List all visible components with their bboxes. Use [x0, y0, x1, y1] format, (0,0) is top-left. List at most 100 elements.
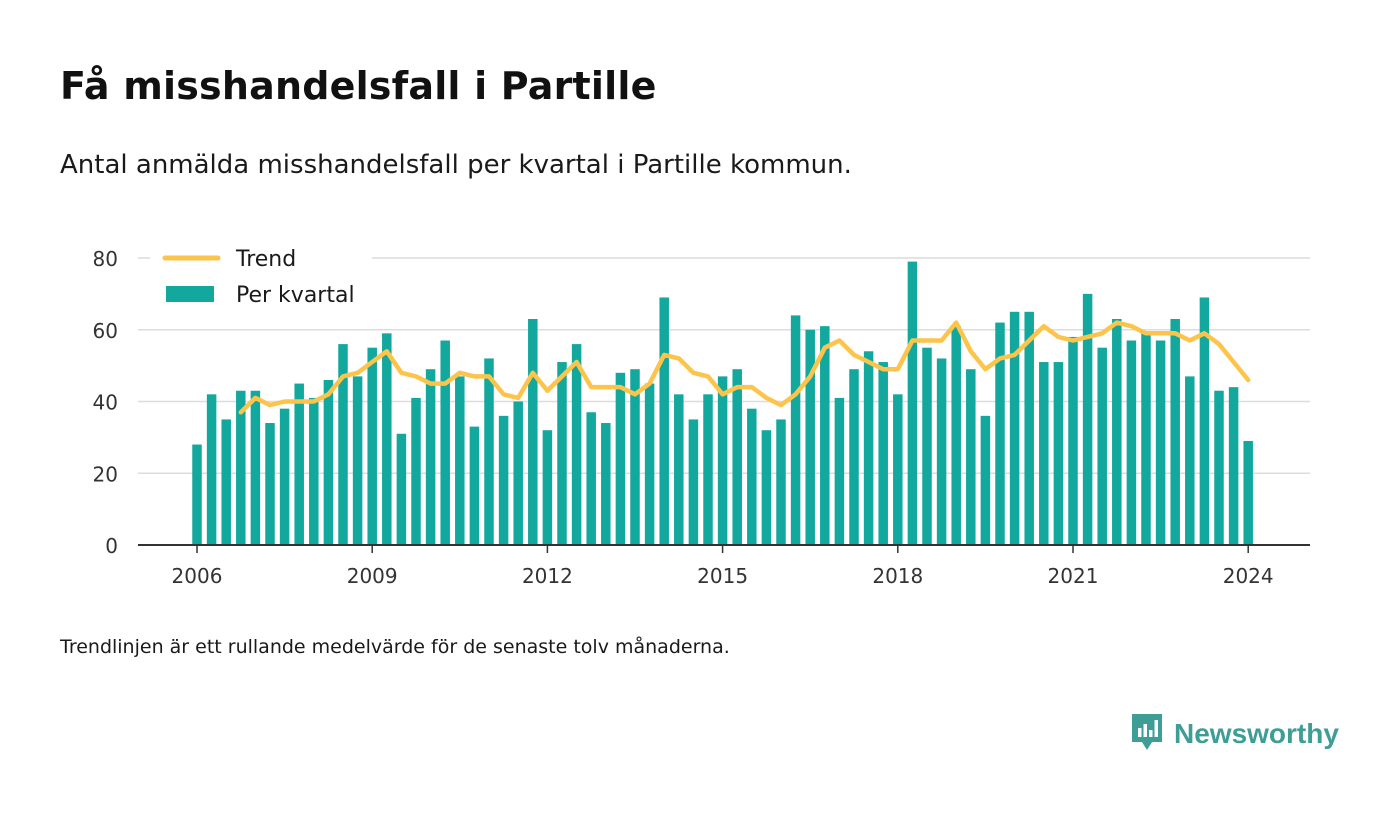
- bar: [1141, 333, 1151, 545]
- bar: [440, 340, 450, 545]
- x-tick-label: 2006: [172, 564, 223, 588]
- x-tick-label: 2009: [347, 564, 398, 588]
- bar: [1199, 297, 1210, 545]
- bar: [790, 315, 801, 545]
- bar: [805, 329, 815, 545]
- bar: [513, 401, 523, 545]
- bar: [206, 394, 217, 545]
- bar: [1024, 311, 1034, 545]
- y-tick-label: 80: [93, 247, 118, 271]
- legend-background: [150, 238, 372, 318]
- bar: [863, 351, 874, 545]
- trend-series: [238, 320, 1251, 415]
- bar: [192, 444, 202, 545]
- bar: [367, 347, 377, 545]
- x-tick-label: 2015: [697, 564, 748, 588]
- bar: [1097, 347, 1107, 545]
- bar: [557, 362, 567, 545]
- bar: [893, 394, 903, 545]
- brand-logo: Newsworthy: [1130, 712, 1339, 756]
- bar: [279, 408, 290, 545]
- y-tick-label: 60: [93, 319, 118, 343]
- bar: [338, 344, 348, 545]
- legend-trend-label: Trend: [235, 247, 296, 272]
- bar-line-chart: 0 20 40 60 80 2006 2009 2012 2015 2018 2021 2024 Tr…: [92, 238, 1310, 588]
- bar: [586, 412, 596, 545]
- bar: [747, 408, 757, 545]
- bar: [644, 383, 655, 545]
- legend: Trend Per kvartal: [150, 238, 372, 318]
- bar: [1039, 362, 1049, 545]
- y-tick-label: 0: [105, 534, 118, 558]
- trend-line: [238, 320, 1251, 415]
- bar: [1009, 311, 1020, 545]
- bar: [761, 430, 772, 545]
- bar: [820, 326, 830, 545]
- bar: [1243, 440, 1253, 545]
- bar: [484, 358, 494, 545]
- axes: 0 20 40 60 80 2006 2009 2012 2015 2018 2021 2024: [93, 247, 1310, 588]
- bar-chart-speech-bubble-icon: [1130, 712, 1164, 756]
- bar: [1112, 318, 1122, 545]
- bar: [455, 376, 465, 545]
- bar: [878, 362, 888, 545]
- chart-subtitle: Antal anmälda misshandelsfall per kvarta…: [60, 150, 852, 180]
- legend-bar-swatch: [166, 286, 214, 302]
- bar: [1126, 340, 1137, 545]
- bar: [236, 390, 246, 545]
- bar: [1082, 293, 1093, 545]
- bar: [922, 347, 932, 545]
- bar: [936, 358, 947, 545]
- bar: [615, 372, 626, 545]
- bar: [294, 383, 304, 545]
- bar: [411, 397, 421, 545]
- bar: [221, 419, 231, 545]
- bar: [703, 394, 713, 545]
- x-tick-label: 2012: [522, 564, 573, 588]
- bar: [659, 297, 669, 545]
- bar-series: [192, 261, 1253, 545]
- bar: [323, 379, 334, 545]
- bar: [498, 415, 509, 545]
- bar: [601, 423, 611, 545]
- bar: [776, 419, 786, 545]
- x-tick-label: 2021: [1048, 564, 1099, 588]
- bar: [907, 261, 918, 545]
- bar: [732, 369, 742, 545]
- bar: [966, 369, 976, 545]
- legend-bar-label: Per kvartal: [236, 283, 355, 308]
- bar: [1185, 376, 1195, 545]
- bar: [352, 376, 363, 545]
- bar: [396, 433, 407, 545]
- footnote: Trendlinjen är ett rullande medelvärde f…: [60, 636, 730, 658]
- bar: [250, 390, 261, 545]
- bar: [469, 426, 480, 545]
- chart-title: Få misshandelsfall i Partille: [60, 64, 657, 108]
- bar: [995, 322, 1005, 545]
- bar: [382, 333, 392, 545]
- bar: [834, 397, 845, 545]
- bar: [688, 419, 699, 545]
- bar: [849, 369, 859, 545]
- bar: [542, 430, 553, 545]
- bar: [265, 423, 275, 545]
- bar: [1068, 336, 1078, 545]
- bar: [1214, 390, 1224, 545]
- bar: [980, 415, 991, 545]
- bar: [309, 397, 319, 545]
- bar: [1155, 340, 1166, 545]
- bar: [528, 318, 538, 545]
- bar: [674, 394, 684, 545]
- bar: [1228, 387, 1239, 545]
- bar: [1053, 362, 1064, 545]
- bar: [630, 369, 640, 545]
- y-tick-label: 20: [93, 462, 118, 486]
- bar: [951, 326, 961, 545]
- bar: [717, 376, 728, 545]
- bar: [571, 344, 582, 545]
- bar: [425, 369, 436, 545]
- brand-name: Newsworthy: [1174, 718, 1339, 749]
- y-tick-label: 40: [93, 391, 118, 415]
- x-tick-label: 2018: [872, 564, 923, 588]
- x-tick-label: 2024: [1223, 564, 1274, 588]
